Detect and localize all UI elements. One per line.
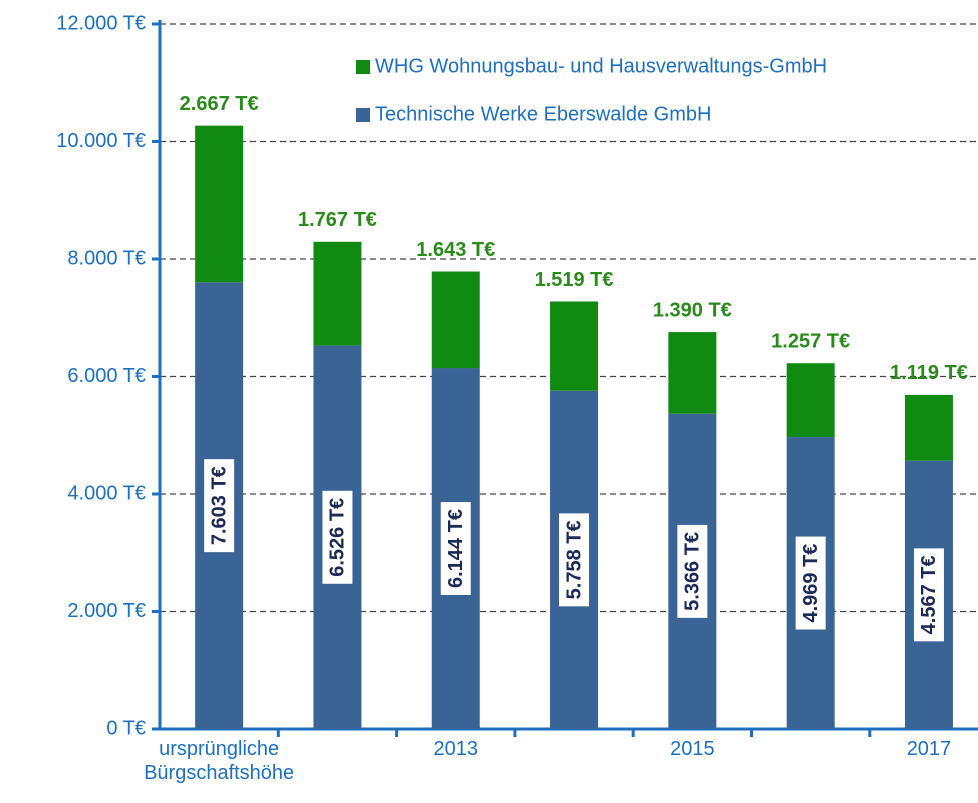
value-label: 1.643 T€ [416,239,495,261]
value-label-group: 4.567 T€ [913,548,944,642]
y-tick-label: 12.000 T€ [56,12,146,34]
value-label-box [322,490,353,584]
value-label-group: 6.144 T€ [440,502,471,595]
value-label: 1.519 T€ [535,269,614,291]
bar-segment [786,363,835,438]
value-label-box [204,459,235,553]
value-label: 1.767 T€ [298,209,377,231]
x-tick-label: 2017 [906,738,952,760]
value-label: 2.667 T€ [180,93,259,115]
value-label: 6.144 T€ [445,509,467,588]
y-tick-label: 2.000 T€ [67,600,146,622]
value-label: 7.603 T€ [208,466,230,545]
y-tick-label: 6.000 T€ [67,365,146,387]
value-label: 4.567 T€ [918,555,940,634]
value-label-box [677,524,708,618]
bar-segment [431,271,480,369]
value-label-group: 7.603 T€ [204,459,235,553]
bar-segment [195,125,244,283]
value-label-group: 6.526 T€ [322,490,353,584]
value-label-group: 5.366 T€ [677,524,708,618]
value-label: 1.119 T€ [890,362,968,384]
value-label: 1.257 T€ [771,331,850,353]
value-label: 5.366 T€ [682,532,704,611]
y-tick-label: 8.000 T€ [67,247,146,269]
y-tick-label: 0 T€ [106,717,146,739]
value-label: 6.526 T€ [327,498,349,577]
value-label-box [559,513,590,607]
bar-segment [668,332,717,414]
bar-segment [904,394,953,461]
x-tick-label: 2013 [433,738,479,760]
legend-swatch [356,108,370,122]
value-label-box [795,536,826,630]
value-label: 5.758 T€ [563,520,585,599]
value-label-group: 4.969 T€ [795,536,826,630]
legend-label: WHG Wohnungsbau- und Hausverwaltungs-Gmb… [375,55,827,77]
bar-segment [313,241,362,346]
x-tick-label: ursprüngliche Bürgschaftshöhe [144,738,295,784]
value-label: 1.390 T€ [653,299,732,321]
value-label-box [440,502,471,595]
legend-swatch [356,60,370,74]
y-tick-label: 10.000 T€ [56,130,146,152]
value-label-group: 5.758 T€ [559,513,590,607]
legend-label: Technische Werke Eberswalde GmbH [375,103,711,125]
bar-segment [550,301,599,391]
value-label: 4.969 T€ [800,544,822,623]
y-tick-label: 4.000 T€ [67,482,146,504]
value-label-box [913,548,944,642]
x-tick-label: 2015 [670,738,715,760]
